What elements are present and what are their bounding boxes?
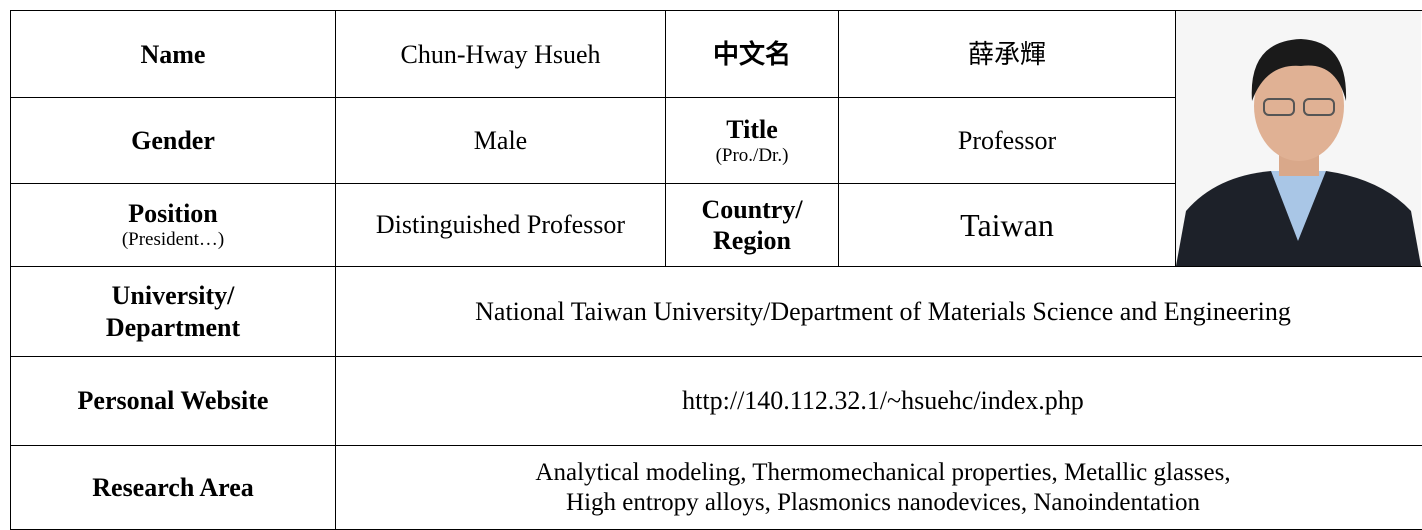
label: University/ xyxy=(11,280,335,311)
value: 薛承輝 xyxy=(839,39,1175,70)
value-cell: Professor xyxy=(839,98,1176,183)
label-note: (Pro./Dr.) xyxy=(666,145,838,168)
value: Chun-Hway Hsueh xyxy=(336,39,665,70)
value: Taiwan xyxy=(839,206,1175,244)
value-cell: Taiwan xyxy=(839,183,1176,266)
value-cell: Distinguished Professor xyxy=(336,183,666,266)
label-cell: University/Department xyxy=(11,267,336,357)
label-cell: Country/Region xyxy=(666,183,839,266)
label: Research Area xyxy=(11,472,335,503)
label: Title xyxy=(666,114,838,145)
label-cell: Research Area xyxy=(11,446,336,530)
value: Male xyxy=(336,125,665,156)
value: National Taiwan University/Department of… xyxy=(336,296,1422,327)
photo-cell xyxy=(1176,11,1422,267)
value-cell: Analytical modeling, Thermomechanical pr… xyxy=(336,446,1422,530)
label: Position xyxy=(11,198,335,229)
row: Name Chun-Hway Hsueh 中文名 薛承輝 xyxy=(11,11,1422,98)
label: Department xyxy=(11,312,335,343)
label-cell: Position(President…) xyxy=(11,183,336,266)
value: High entropy alloys, Plasmonics nanodevi… xyxy=(336,488,1422,518)
label-cell: Title(Pro./Dr.) xyxy=(666,98,839,183)
value: Distinguished Professor xyxy=(336,209,665,240)
value: http://140.112.32.1/~hsuehc/index.php xyxy=(336,385,1422,416)
value-cell: Male xyxy=(336,98,666,183)
label-note: (President…) xyxy=(11,229,335,252)
profile-table: Name Chun-Hway Hsueh 中文名 薛承輝 Gender Male… xyxy=(10,10,1422,530)
row: Research Area Analytical modeling, Therm… xyxy=(11,446,1422,530)
portrait xyxy=(1176,11,1421,266)
label-cell: Gender xyxy=(11,98,336,183)
row: University/Department National Taiwan Un… xyxy=(11,267,1422,357)
value: Professor xyxy=(839,125,1175,156)
label: Gender xyxy=(11,125,335,156)
value-cell: Chun-Hway Hsueh xyxy=(336,11,666,98)
label: Personal Website xyxy=(11,385,335,416)
label-cell: Name xyxy=(11,11,336,98)
label-cell: Personal Website xyxy=(11,357,336,446)
label: Region xyxy=(666,225,838,256)
value-cell: http://140.112.32.1/~hsuehc/index.php xyxy=(336,357,1422,446)
value-cell: National Taiwan University/Department of… xyxy=(336,267,1422,357)
label: 中文名 xyxy=(666,39,838,70)
value: Analytical modeling, Thermomechanical pr… xyxy=(336,458,1422,488)
label: Country/ xyxy=(666,194,838,225)
label-cell: 中文名 xyxy=(666,11,839,98)
row: Personal Website http://140.112.32.1/~hs… xyxy=(11,357,1422,446)
value-cell: 薛承輝 xyxy=(839,11,1176,98)
label: Name xyxy=(11,39,335,70)
